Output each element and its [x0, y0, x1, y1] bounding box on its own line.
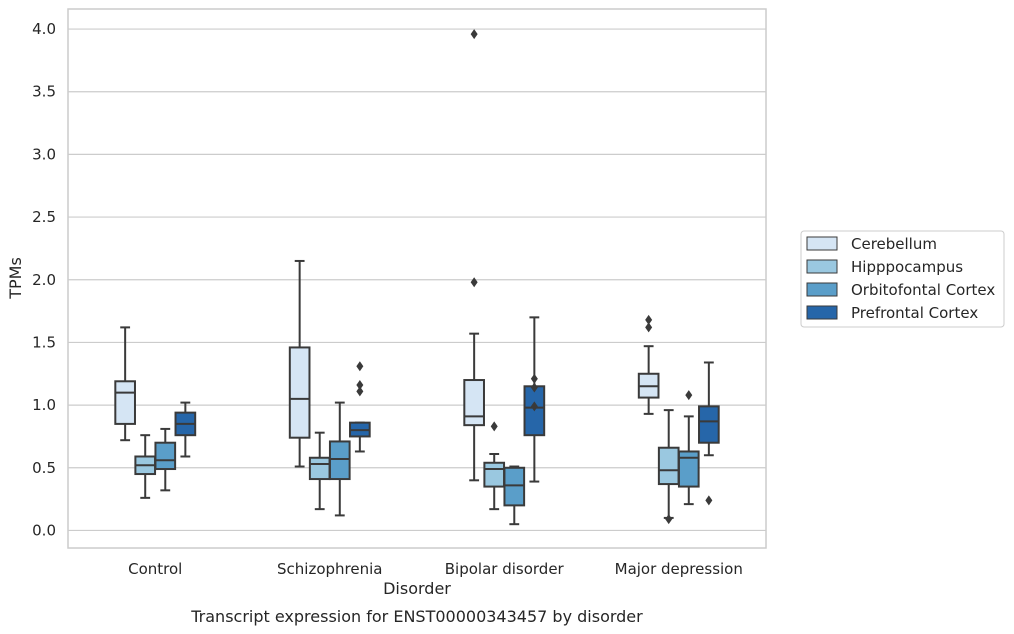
outlier-point: [490, 421, 498, 432]
legend-swatch: [806, 305, 838, 320]
box-iqr: [503, 466, 526, 507]
box-cerebellum-3: [637, 314, 660, 415]
box-orbitofontal-cortex-3: [677, 390, 700, 506]
box-iqr: [677, 450, 700, 488]
box-iqr: [328, 440, 351, 481]
gridlines: [68, 28, 766, 532]
outlier-point: [530, 401, 538, 412]
x-axis-ticks: Control Schizophrenia Bipolar disorder Majo…: [128, 560, 743, 578]
outlier-point: [645, 322, 653, 333]
box-prefrontal-cortex-1: [349, 361, 371, 453]
box-iqr: [288, 346, 311, 439]
y-axis-ticks: 0.0 0.5 1.0 1.5 2.0 2.5 3.0 3.5 4.0: [32, 20, 56, 539]
outlier-point: [665, 514, 673, 525]
box-orbitofontal-cortex-0: [154, 427, 177, 492]
box-prefrontal-cortex-3: [698, 361, 720, 506]
box-cerebellum-0: [114, 326, 136, 442]
legend-swatch: [806, 236, 838, 251]
outlier-point: [530, 373, 538, 384]
legend-label: Prefrontal Cortex: [851, 304, 978, 322]
y-tick-label: 0.0: [32, 521, 56, 539]
outlier-point: [645, 314, 653, 325]
box-iqr: [698, 405, 720, 444]
outlier-point: [530, 382, 538, 393]
box-iqr: [308, 456, 331, 481]
outlier-point: [685, 390, 693, 401]
box-plot-area: [114, 29, 720, 526]
outlier-point: [470, 29, 478, 40]
y-tick-label: 3.5: [32, 83, 56, 101]
box-cerebellum-1: [288, 259, 311, 468]
plot-frame: [67, 8, 767, 549]
y-tick-label: 3.0: [32, 145, 56, 163]
box-iqr: [463, 379, 485, 427]
outlier-point: [356, 380, 364, 391]
legend-swatch: [806, 259, 838, 274]
outlier-point: [356, 386, 364, 397]
y-axis-title: TPMs: [6, 257, 25, 300]
x-tick-label: Major depression: [615, 560, 743, 578]
legend-label: Hipppocampus: [851, 258, 963, 276]
legend-frame: [800, 230, 1005, 328]
x-tick-label: Control: [128, 560, 182, 578]
x-axis-title: Disorder: [383, 579, 451, 598]
box-hipppocampus-2: [483, 421, 506, 511]
outlier-point: [356, 361, 364, 372]
x-tick-label: Bipolar disorder: [445, 560, 565, 578]
outlier-point: [705, 495, 713, 506]
y-tick-label: 1.5: [32, 333, 56, 351]
box-orbitofontal-cortex-1: [328, 401, 351, 517]
box-iqr: [114, 380, 136, 425]
y-tick-label: 0.5: [32, 459, 56, 477]
box-iqr: [483, 461, 506, 488]
figure-caption: Transcript expression for ENST0000034345…: [190, 607, 643, 626]
box-iqr: [657, 446, 680, 486]
box-iqr: [154, 441, 177, 471]
box-orbitofontal-cortex-2: [503, 465, 526, 526]
box-hipppocampus-3: [657, 409, 680, 525]
box-prefrontal-cortex-0: [174, 401, 197, 458]
y-tick-label: 4.0: [32, 20, 56, 38]
y-tick-label: 2.0: [32, 271, 56, 289]
legend: Cerebellum Hipppocampus Orbitofontal Corte…: [800, 230, 1005, 328]
legend-label: Orbitofontal Cortex: [851, 281, 995, 299]
legend-swatch: [806, 282, 838, 297]
legend-label: Cerebellum: [851, 235, 937, 253]
box-cerebellum-2: [463, 29, 485, 482]
box-prefrontal-cortex-2: [523, 316, 546, 483]
y-tick-label: 2.5: [32, 208, 56, 226]
y-tick-label: 1.0: [32, 396, 56, 414]
outlier-point: [470, 277, 478, 288]
x-tick-label: Schizophrenia: [277, 560, 382, 578]
